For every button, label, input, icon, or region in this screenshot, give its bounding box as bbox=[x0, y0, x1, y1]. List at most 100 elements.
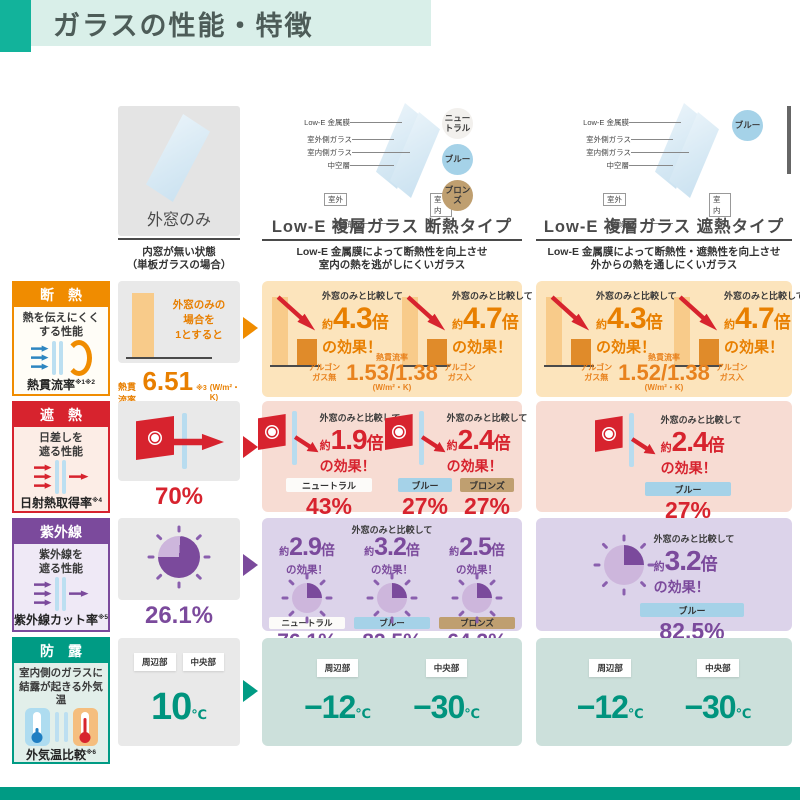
shading-subtitle-1: Low-E 金属膜によって断熱性・遮熱性を向上させ bbox=[547, 246, 781, 258]
uv-sun-pie-icon bbox=[281, 572, 333, 624]
uvalue-unit: (W/m²・K) bbox=[209, 383, 240, 402]
temperature-value: 10 bbox=[150, 686, 192, 728]
uvalue-comparison: アルゴン ガス無 熱貫流率 1.52/1.38 (W/m²・K) アルゴン ガス… bbox=[536, 354, 792, 392]
baseline-glass-panel: 外窓のみ bbox=[118, 106, 240, 236]
scrollbar-thumb[interactable] bbox=[787, 106, 791, 174]
diagram-label-metal-film: Low-E 金属膜 bbox=[583, 118, 629, 127]
effect-label: の効果！ bbox=[322, 339, 383, 356]
tint-badge-blue: ブルー bbox=[645, 482, 731, 496]
arrow-icon bbox=[68, 590, 89, 597]
glass-bar bbox=[58, 340, 63, 375]
insulation-panel-row2: 外窓のみと比較して 約1.9倍 の効果！ ニュートラル 43% 外窓のみと比較し… bbox=[257, 401, 527, 519]
temperature-unit: ℃ bbox=[355, 705, 371, 721]
effect-label: の効果！ bbox=[724, 339, 785, 356]
tint-badge-bronze: ブロンズ bbox=[460, 478, 514, 492]
metric-name: 熱貫流率※1※2 bbox=[27, 377, 95, 392]
effect-label: の効果！ bbox=[456, 564, 498, 576]
arrow-icon bbox=[33, 473, 52, 480]
row-desc-shading: 日差しを 遮る性能 bbox=[39, 432, 83, 459]
pointer-line bbox=[352, 152, 410, 153]
column-header-baseline: 外窓のみ 内窓が無い状態 （単板ガラスの場合） bbox=[118, 106, 240, 272]
sun-deflect-icon bbox=[257, 411, 318, 465]
arrow-icon bbox=[33, 464, 52, 471]
comparison-lead: 外窓のみと比較して bbox=[452, 291, 533, 301]
uvalue-unit: (W/m²・K) bbox=[372, 383, 412, 392]
factor-value: 4.7 bbox=[735, 302, 775, 335]
diagram-label-inner-glass: 室内側ガラス bbox=[307, 148, 352, 157]
baseline-cell-shading bbox=[118, 401, 240, 481]
glass-bar bbox=[54, 459, 59, 494]
tint-badge-neutral: ニュートラル bbox=[286, 478, 372, 492]
effect-label: の効果！ bbox=[596, 339, 657, 356]
uvalue-number: 1.52/1.38 bbox=[618, 360, 710, 385]
footnote-mark: ※4 bbox=[92, 496, 102, 504]
sun-pass-icon bbox=[136, 413, 224, 469]
temperature-unit: ℃ bbox=[627, 705, 644, 721]
glass-bar bbox=[54, 576, 59, 611]
double-glass-diagram: Low-E 金属膜 室外側ガラス 室内側ガラス 中空層 室外 室内 乾燥剤 bbox=[571, 103, 731, 231]
footer-accent-strip bbox=[0, 787, 800, 800]
glass-bar bbox=[61, 459, 66, 494]
baseline-column-title: 外窓のみ bbox=[146, 212, 211, 229]
insulation-subtitle-1: Low-E 金属膜によって断熱性を向上させ bbox=[296, 246, 488, 258]
comparison-group: 外窓のみと比較して 約2.4倍 の効果！ ブルー 27% ブロンズ 27% bbox=[384, 411, 527, 520]
divider bbox=[118, 238, 240, 240]
sun-deflect-icon bbox=[384, 411, 445, 465]
insulation-subtitle-2: 室内の熱を逃がしにくいガラス bbox=[318, 259, 466, 271]
insulation-panel-row3: 外窓のみと比較して 約2.9倍 の効果！ ニュートラル 76.1% 約3.2倍 … bbox=[262, 518, 522, 653]
temperature-unit: ℃ bbox=[464, 705, 480, 721]
glass-bar bbox=[63, 711, 68, 742]
pointer-line bbox=[643, 223, 673, 224]
compare-arrow-icon bbox=[243, 317, 258, 339]
page-header: ガラスの性能・特徴 bbox=[31, 0, 431, 46]
comparison-group: 外窓のみと比較して 約4.7倍 の効果！ bbox=[672, 289, 800, 367]
temperature-value: −12 bbox=[576, 688, 629, 725]
shading-panel-row4: 周辺部 −12 ℃ 中央部 −30 ℃ bbox=[536, 638, 792, 746]
baseline-cell-uv bbox=[118, 518, 240, 600]
diagram-label-desiccant: 乾燥剤 bbox=[611, 220, 634, 229]
effect-label: の効果！ bbox=[446, 458, 503, 474]
comparison-lead: 外窓のみと比較して bbox=[319, 413, 401, 423]
uvalue-comparison: アルゴン ガス無 熱貫流率 1.53/1.38 (W/m²・K) アルゴン ガス… bbox=[262, 354, 522, 392]
comparison-group: 外窓のみと比較して 約3.2倍 の効果！ ブルー 82.5% bbox=[584, 532, 754, 645]
pointer-line bbox=[350, 122, 402, 123]
color-swatch-blue: ブルー bbox=[732, 110, 763, 141]
row-title-insulation: 断 熱 bbox=[14, 283, 108, 307]
row-title-condensation: 防 露 bbox=[14, 639, 108, 663]
temperature-item: 周辺部 −12 ℃ bbox=[304, 658, 371, 726]
comparison-group: 約3.2倍 の効果！ ブルー 82.5% bbox=[351, 533, 433, 654]
diagram-label-outer-glass: 室外側ガラス bbox=[307, 135, 352, 144]
baseline-subtitle-1: 内窓が無い状態 bbox=[142, 246, 216, 258]
insulation-panel-row1: 外窓のみと比較して 約4.3倍 の効果！ 外窓のみと比較して 約4.7倍 の効果… bbox=[262, 281, 533, 397]
pointer-line bbox=[631, 152, 689, 153]
color-swatch-neutral: ニュー トラル bbox=[442, 108, 473, 139]
effect-label: の効果！ bbox=[371, 564, 413, 576]
glass-bar bbox=[51, 340, 56, 375]
footnote-mark: ※3 bbox=[196, 385, 207, 392]
diagram-label-air-layer: 中空層 bbox=[327, 161, 351, 170]
temperature-unit: ℃ bbox=[191, 707, 208, 722]
bar-drop-icon bbox=[672, 289, 722, 367]
tint-badge-blue: ブルー bbox=[640, 603, 744, 617]
page-title: ガラスの性能・特徴 bbox=[53, 10, 314, 41]
heat-flow-icon bbox=[30, 339, 92, 376]
effect-label: の効果！ bbox=[286, 564, 328, 576]
factor-value: 2.4 bbox=[457, 424, 495, 455]
row-label-insulation: 断 熱 熱を伝えにくく する性能 熱貫流率※1※2 bbox=[12, 281, 110, 396]
arrow-icon bbox=[33, 482, 52, 489]
baseline-subtitle-2: （単板ガラスの場合） bbox=[126, 259, 232, 271]
baseline-value-uv: 26.1% bbox=[144, 602, 214, 629]
effect-label: の効果！ bbox=[653, 579, 710, 595]
comparison-lead: 外窓のみと比較して bbox=[653, 534, 735, 544]
gas-without-label: アルゴン ガス無 bbox=[580, 363, 613, 382]
position-badge-edge: 周辺部 bbox=[589, 658, 631, 677]
hot-thermometer-icon bbox=[72, 707, 98, 746]
comparison-group: 約2.9倍 の効果！ ニュートラル 76.1% bbox=[266, 533, 348, 654]
bar-drop-icon bbox=[400, 289, 450, 367]
factor-value: 3.2 bbox=[664, 545, 702, 576]
diagram-label-inner-glass: 室内側ガラス bbox=[586, 148, 631, 157]
uv-sun-pie-icon bbox=[366, 572, 418, 624]
shading-panel-row2: 外窓のみと比較して 約2.4倍 の効果！ ブルー 27% bbox=[536, 401, 792, 523]
comparison-lead: 外窓のみと比較して bbox=[660, 415, 742, 425]
glass-bar bbox=[61, 576, 66, 611]
